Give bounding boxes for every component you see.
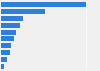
Bar [1,23,20,28]
Bar [1,50,10,55]
Bar [1,64,4,69]
Bar [1,57,7,62]
Bar [1,2,86,7]
Bar [1,43,11,48]
Bar [1,16,23,21]
Bar [1,9,45,14]
Bar [1,36,14,41]
Bar [1,30,16,35]
